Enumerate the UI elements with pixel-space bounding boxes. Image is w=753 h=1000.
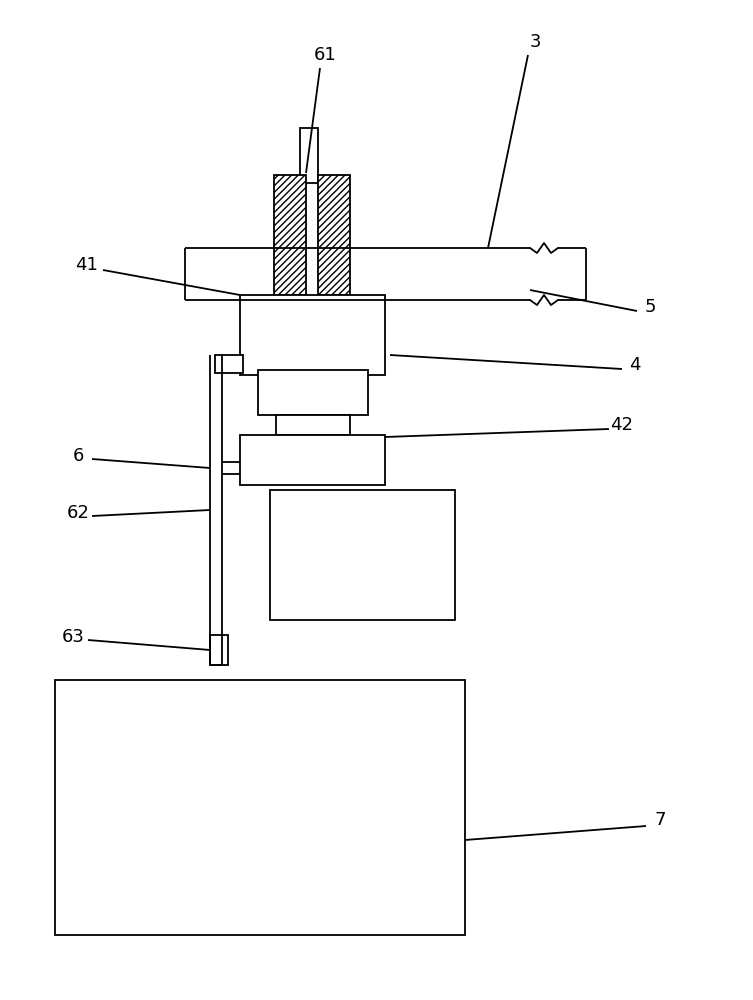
Bar: [276, 415, 350, 435]
Bar: [240, 435, 385, 485]
Bar: [270, 490, 455, 620]
Text: 6: 6: [72, 447, 84, 465]
Bar: [240, 295, 385, 375]
Text: 41: 41: [75, 256, 99, 274]
Bar: [215, 355, 243, 373]
Text: 42: 42: [611, 416, 633, 434]
Text: 62: 62: [66, 504, 90, 522]
Bar: [210, 635, 228, 665]
Text: 61: 61: [314, 46, 337, 64]
Text: 3: 3: [529, 33, 541, 51]
Text: 63: 63: [62, 628, 84, 646]
Bar: [258, 370, 368, 415]
Bar: [274, 175, 306, 295]
Bar: [55, 680, 465, 935]
Text: 4: 4: [630, 356, 641, 374]
Text: 7: 7: [654, 811, 666, 829]
Text: 5: 5: [645, 298, 656, 316]
Bar: [300, 128, 318, 183]
Bar: [318, 175, 350, 295]
